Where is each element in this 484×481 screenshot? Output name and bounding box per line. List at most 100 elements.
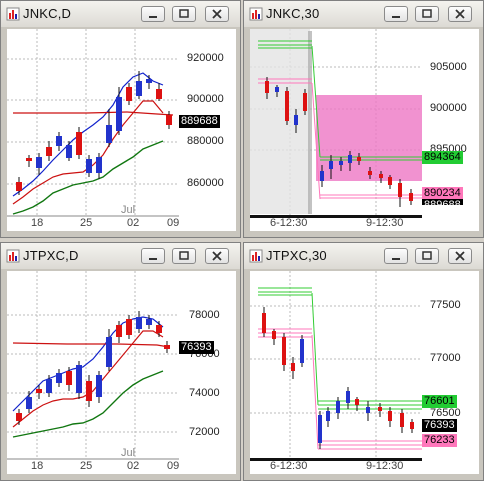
grid-lines [250, 271, 422, 459]
window-titlebar[interactable]: JTPXC,30 [244, 243, 483, 269]
bollinger-middle [12, 100, 164, 205]
y-tick: 920000 [187, 52, 224, 64]
restore-icon [179, 9, 189, 18]
restore-icon [422, 9, 432, 18]
candlestick-plot[interactable]: 18 25 02 09 Jul [7, 271, 179, 474]
moving-average [12, 342, 170, 348]
y-tick: 900000 [430, 102, 467, 114]
bollinger-middle [12, 330, 164, 428]
price-axis[interactable]: 905000 900000 895000 894364 890234 88968… [422, 29, 479, 231]
chart-window-jtpxc-30min[interactable]: JTPXC,30 [243, 242, 484, 481]
current-price-tag: 76393 [422, 419, 457, 432]
y-tick: 860000 [187, 177, 224, 189]
candlestick-plot[interactable]: 6-12:30 9-12:30 [250, 271, 422, 474]
close-button[interactable] [205, 6, 229, 22]
green-levels [258, 40, 422, 161]
month-label: Jul [121, 204, 136, 216]
close-icon [212, 9, 222, 19]
x-label: 9-12:30 [366, 217, 404, 229]
price-axis[interactable]: 78000 76000 74000 72000 76393 [179, 271, 236, 474]
green-level-tag: 76601 [422, 395, 457, 408]
window-titlebar[interactable]: JTPXC,D [1, 243, 240, 269]
close-button[interactable] [205, 248, 229, 264]
y-tick: 76500 [430, 407, 461, 419]
candles [262, 307, 414, 449]
window-title: JTPXC,D [23, 248, 79, 263]
minimize-button[interactable] [141, 6, 165, 22]
chart-window-icon [249, 7, 263, 21]
minimize-icon [392, 16, 400, 18]
minimize-icon [149, 16, 157, 18]
grid-lines [7, 271, 179, 459]
current-price-tag: 889688 [179, 115, 220, 128]
moving-average [13, 111, 174, 116]
x-label: 02 [127, 217, 140, 229]
restore-button[interactable] [415, 248, 439, 264]
window-titlebar[interactable]: JNKC,D [1, 1, 240, 27]
x-label: 09 [167, 460, 180, 472]
restore-button[interactable] [172, 6, 196, 22]
minimize-button[interactable] [141, 248, 165, 264]
candlestick-plot[interactable]: 18 25 02 09 Jul [7, 29, 179, 231]
chart-window-jnkc-30min[interactable]: JNKC,30 [243, 0, 484, 238]
current-price-tag: 889688 [422, 199, 463, 205]
grid-lines [7, 29, 179, 216]
close-button[interactable] [448, 248, 472, 264]
y-tick: 74000 [189, 387, 220, 399]
x-label: 6-12:30 [270, 460, 308, 472]
x-label: 25 [80, 460, 93, 472]
chart-window-jnkc-daily[interactable]: JNKC,D [0, 0, 241, 238]
y-tick: 905000 [430, 61, 467, 73]
window-title: JNKC,30 [266, 6, 320, 21]
window-title: JNKC,D [23, 6, 72, 21]
candlestick-plot[interactable]: 6-12:30 9-12:30 [250, 29, 422, 231]
pink-levels [258, 328, 422, 450]
lower-band [12, 140, 164, 215]
lower-band [12, 370, 164, 438]
x-label: 25 [80, 217, 93, 229]
session-divider [308, 31, 312, 214]
close-button[interactable] [448, 6, 472, 22]
window-titlebar[interactable]: JNKC,30 [244, 1, 483, 27]
highlight-zone [316, 95, 422, 181]
green-level-tag: 894364 [422, 151, 463, 164]
chart-window-icon [249, 249, 263, 263]
candles [16, 311, 170, 425]
x-label: 02 [127, 460, 140, 472]
candles [265, 77, 413, 207]
x-label: 18 [31, 217, 44, 229]
window-title: JTPXC,30 [266, 248, 327, 263]
price-axis[interactable]: 920000 900000 880000 860000 889688 [179, 29, 236, 231]
x-label: 9-12:30 [366, 460, 404, 472]
x-label: 6-12:30 [270, 217, 308, 229]
session-bar [250, 458, 422, 461]
y-tick: 77000 [430, 352, 461, 364]
restore-icon [179, 251, 189, 260]
price-axis[interactable]: 77500 77000 76500 76601 76393 76233 [422, 271, 479, 474]
y-tick: 77500 [430, 299, 461, 311]
green-levels [258, 287, 422, 410]
session-bar [250, 215, 422, 218]
close-icon [455, 9, 465, 19]
month-label: Jul [121, 447, 136, 459]
restore-icon [422, 251, 432, 260]
y-tick: 78000 [189, 309, 220, 321]
minimize-icon [392, 258, 400, 260]
close-icon [455, 251, 465, 261]
x-label: 18 [31, 460, 44, 472]
pink-levels [258, 78, 422, 200]
bollinger-upper [12, 72, 164, 197]
candles [16, 71, 172, 195]
session-shade [250, 29, 310, 214]
chart-window-icon [6, 249, 20, 263]
restore-button[interactable] [172, 248, 196, 264]
close-icon [212, 251, 222, 261]
minimize-button[interactable] [384, 248, 408, 264]
chart-window-jtpxc-daily[interactable]: JTPXC,D [0, 242, 241, 481]
pink-level-tag: 76233 [422, 434, 457, 447]
y-tick: 880000 [187, 135, 224, 147]
restore-button[interactable] [415, 6, 439, 22]
current-price-tag: 76393 [179, 341, 214, 354]
y-tick: 72000 [189, 426, 220, 438]
minimize-button[interactable] [384, 6, 408, 22]
